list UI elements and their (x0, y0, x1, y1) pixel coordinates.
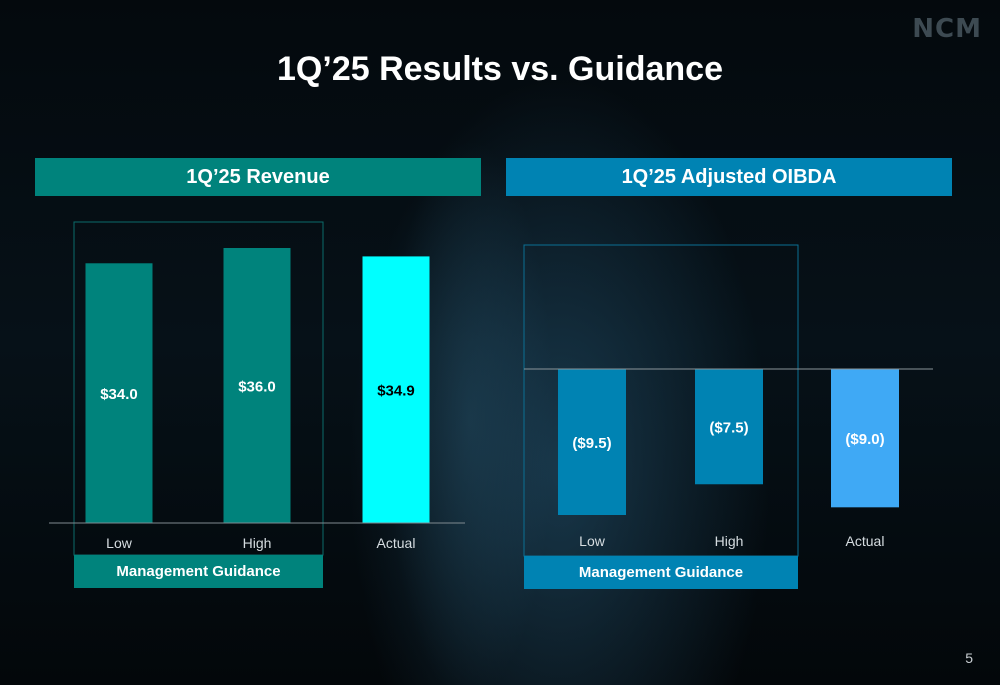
oibda-bar-low (558, 369, 626, 515)
revenue-bar-actual (362, 256, 430, 523)
oibda-tick-label-actual: Actual (846, 533, 885, 549)
oibda-data-label-high: ($7.5) (709, 420, 748, 437)
revenue-data-label-high: $36.0 (238, 379, 276, 396)
oibda-data-label-actual: ($9.0) (845, 431, 884, 448)
oibda-chart: ($9.5) Low ($7.5) High ($9.0) Actual (523, 244, 933, 557)
oibda-bar-actual (831, 369, 899, 508)
page-title: 1Q’25 Results vs. Guidance (277, 50, 723, 88)
revenue-chart: $34.0 Low $36.0 High $34.9 Actual (49, 221, 465, 556)
revenue-data-label-actual: $34.9 (377, 383, 415, 400)
ncm-logo: NCM (912, 14, 982, 44)
oibda-guidance-label: Management Guidance (524, 556, 798, 589)
oibda-tick-label-high: High (715, 533, 744, 549)
oibda-chart-title: 1Q’25 Adjusted OIBDA (506, 158, 952, 196)
oibda-tick-label-low: Low (579, 533, 606, 549)
revenue-guidance-label: Management Guidance (74, 555, 323, 588)
oibda-bar-high (695, 369, 763, 485)
revenue-tick-label-low: Low (106, 535, 133, 551)
oibda-data-label-low: ($9.5) (572, 435, 611, 452)
revenue-chart-title: 1Q’25 Revenue (35, 158, 481, 196)
page-number: 5 (965, 650, 973, 666)
revenue-bar-low (85, 263, 153, 523)
revenue-data-label-low: $34.0 (100, 386, 138, 403)
revenue-bar-high (223, 248, 291, 523)
revenue-tick-label-high: High (243, 535, 272, 551)
revenue-tick-label-actual: Actual (377, 535, 416, 551)
